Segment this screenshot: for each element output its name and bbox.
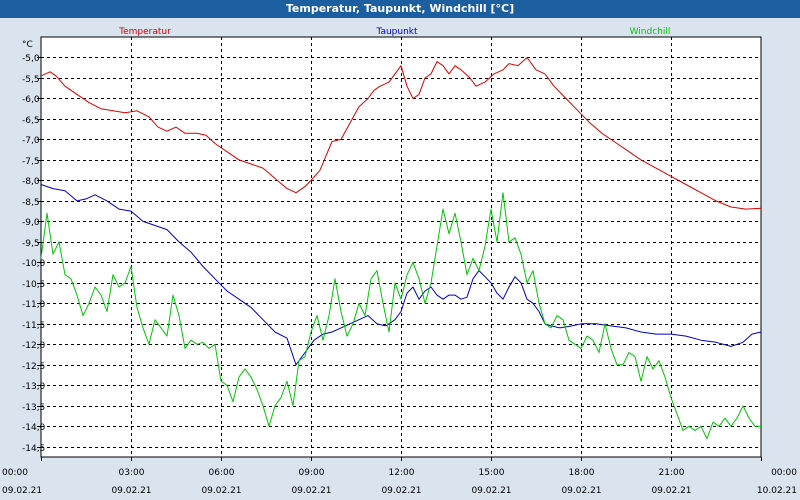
legend-entry-taupunkt: Taupunkt [375,27,418,37]
y-tick-label: -10,0 [22,259,46,269]
chart-title-bar: Temperatur, Taupunkt, Windchill [°C] [0,0,800,18]
y-tick-label: -8,5 [22,198,40,208]
x-tick-date-label: 09.02.21 [111,486,151,496]
y-tick-label: -12,0 [22,341,46,351]
y-tick-label: -11,0 [22,300,46,310]
legend-entry-windchill: Windchill [630,27,671,37]
temperatur-series-line [40,57,762,210]
x-tick-date-label: 09.02.21 [561,486,601,496]
x-tick-time-label: 00:00 [771,468,797,478]
x-tick-date-label: 10.02.21 [757,486,797,496]
y-tick-label: -10,5 [22,280,45,290]
data-series [40,57,762,440]
legend: Temperatur Taupunkt Windchill [118,27,670,37]
y-tick-label: -13,0 [22,382,46,392]
x-axis-ticks: 00:00 09.02.21 03:00 09.02.21 06:00 09.02.21 0… [2,457,797,496]
y-tick-label: -5,0 [22,54,40,64]
y-tick-label: -9,0 [22,218,40,228]
x-tick-time-label: 18:00 [569,468,595,478]
y-tick-label: -8,0 [22,177,40,187]
x-tick-time-label: 15:00 [479,468,505,478]
x-tick-date-label: 09.02.21 [471,486,511,496]
x-tick-time-label: 12:00 [389,468,415,478]
x-tick-time-label: 09:00 [299,468,325,478]
x-tick-date-label: 09.02.21 [651,486,691,496]
y-tick-label: -11,5 [22,321,45,331]
taupunkt-series-line [40,184,762,366]
x-tick-date-label: 09.02.21 [2,486,42,496]
x-tick-date-label: 09.02.21 [201,486,241,496]
chart-title: Temperatur, Taupunkt, Windchill [°C] [285,2,515,15]
y-tick-label: -7,0 [22,136,40,146]
y-tick-label: -6,0 [22,95,40,105]
x-tick-time-label: 00:00 [2,468,28,478]
y-tick-label: -5,5 [22,75,40,85]
x-tick-time-label: 06:00 [209,468,235,478]
windchill-series-line [40,192,761,440]
y-tick-label: -12,5 [22,362,45,372]
y-tick-label: -14,0 [22,423,46,433]
y-tick-label: -14,5 [22,444,45,454]
y-axis-ticks: -5,0 -5,5 -6,0 -6,5 -7,0 -7,5 -8,0 -8,5 -9,0 -9,5… [22,54,46,454]
y-tick-label: -13,5 [22,403,45,413]
y-tick-label: -6,5 [22,116,40,126]
x-tick-date-label: 09.02.21 [291,486,331,496]
x-tick-date-label: 09.02.21 [381,486,421,496]
grid-lines [41,37,761,457]
y-axis-unit-label: °C [22,40,33,50]
y-tick-label: -9,5 [22,239,40,249]
chart-area: -5,0 -5,5 -6,0 -6,5 -7,0 -7,5 -8,0 -8,5 -9,0 -9,5… [2,27,797,496]
legend-entry-temperatur: Temperatur [118,27,171,37]
x-tick-time-label: 03:00 [119,468,145,478]
y-tick-label: -7,5 [22,157,40,167]
x-tick-time-label: 21:00 [659,468,685,478]
